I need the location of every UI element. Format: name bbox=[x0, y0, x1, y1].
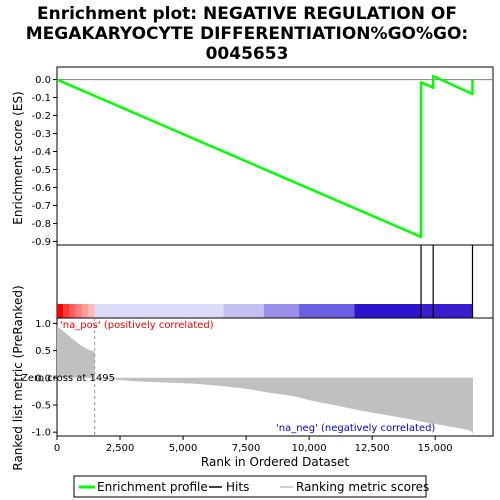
x-tick-label: 15,000 bbox=[418, 443, 453, 454]
es-ytick-label: -0.6 bbox=[31, 183, 51, 194]
color-bar-segment bbox=[82, 304, 89, 318]
color-bar-segment bbox=[69, 304, 76, 318]
metric-ytick-label: 0.0 bbox=[35, 373, 51, 384]
x-tick-label: 10,000 bbox=[292, 443, 327, 454]
metric-ylabel: Ranked list metric (PreRanked) bbox=[11, 285, 25, 470]
zero-cross-label: Zero cross at 1495 bbox=[21, 373, 115, 384]
chart-title-line-2: MEGAKARYOCYTE DIFFERENTIATION%GO%GO: bbox=[26, 24, 468, 44]
es-ytick-label: -0.4 bbox=[31, 147, 51, 158]
legend-label-ranking-metric: Ranking metric scores bbox=[296, 480, 429, 494]
es-plot-frame bbox=[56, 66, 494, 246]
es-ytick-label: -0.2 bbox=[31, 111, 51, 122]
es-ytick-label: 0.0 bbox=[35, 75, 51, 86]
color-bar-segment bbox=[63, 304, 70, 318]
color-bar-segment bbox=[94, 304, 224, 318]
metric-ytick-label: -0.5 bbox=[31, 401, 51, 412]
color-bar-segment bbox=[75, 304, 83, 318]
es-ytick-label: -0.3 bbox=[31, 129, 51, 140]
ranking-metric-area bbox=[57, 326, 473, 434]
x-tick-label: 5,000 bbox=[169, 443, 198, 454]
neg-label: 'na_neg' (negatively correlated) bbox=[276, 423, 435, 434]
legend-label-enrichment-profile: Enrichment profile bbox=[97, 480, 208, 494]
metric-frame bbox=[56, 317, 494, 437]
es-ylabel: Enrichment score (ES) bbox=[11, 91, 25, 224]
chart-title-line-1: Enrichment plot: NEGATIVE REGULATION OF bbox=[37, 4, 457, 24]
es-ytick-label: -0.1 bbox=[31, 93, 51, 104]
es-panel: 0.0 -0.1 -0.2 -0.3 -0.4 -0.5 -0.6 -0.7 -0.8 -0.9 bbox=[31, 66, 494, 248]
legend-label-hits: Hits bbox=[226, 480, 249, 494]
x-tick-label: 2,500 bbox=[106, 443, 135, 454]
es-ytick-label: -0.7 bbox=[31, 201, 51, 212]
hits-panel bbox=[56, 244, 494, 319]
es-ytick-label: -0.5 bbox=[31, 165, 51, 176]
color-bar-segment bbox=[88, 304, 95, 318]
x-tick-label: 7,500 bbox=[232, 443, 261, 454]
x-axis-label: Rank in Ordered Dataset bbox=[201, 455, 349, 469]
color-bar-segment bbox=[263, 304, 300, 318]
metric-panel: 1.0 0.5 0.0 -0.5 -1.00 2,500 5,000 7,500 10,000 1… bbox=[31, 317, 494, 454]
color-bar-segment bbox=[299, 304, 355, 318]
legend-box bbox=[73, 475, 427, 498]
color-bar-segment bbox=[57, 304, 64, 318]
metric-ytick-label: 0.5 bbox=[35, 346, 51, 357]
metric-ytick-label: -1.0 bbox=[31, 428, 51, 439]
x-tick-label: 0 bbox=[54, 443, 60, 454]
color-bar-segment bbox=[223, 304, 264, 318]
es-ytick-label: -0.8 bbox=[31, 219, 51, 230]
color-bar-segment bbox=[422, 304, 473, 318]
metric-ytick-label: 1.0 bbox=[35, 319, 51, 330]
chart-title-line-3: 0045653 bbox=[206, 44, 289, 64]
es-line-enrichment-profile bbox=[56, 74, 474, 239]
es-ytick-label: -0.9 bbox=[31, 237, 51, 248]
pos-label: 'na_pos' (positively correlated) bbox=[60, 320, 214, 331]
legend: Enrichment profile Hits Ranking metric s… bbox=[73, 475, 429, 498]
x-tick-label: 12,500 bbox=[355, 443, 390, 454]
color-bar-segment bbox=[354, 304, 423, 318]
